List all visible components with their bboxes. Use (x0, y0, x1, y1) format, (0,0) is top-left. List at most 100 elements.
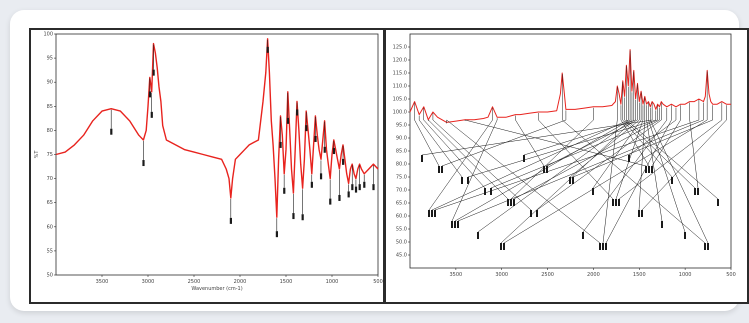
y-tick-label: 100.0 (393, 110, 407, 116)
peak-leader-line (562, 119, 706, 244)
peak-label-mark (329, 198, 332, 205)
peak-label-mark (431, 210, 433, 217)
peak-leader-line (618, 119, 722, 200)
peak-label-mark (286, 117, 290, 124)
peak-leader-line (421, 119, 653, 156)
peak-label-mark (697, 188, 699, 195)
x-tick-label: 3000 (495, 272, 508, 278)
y-tick-label: 65.0 (396, 201, 407, 207)
peak-leader-line (538, 119, 614, 200)
peak-label-mark (152, 69, 155, 76)
x-tick-label: 3500 (96, 279, 109, 285)
peak-label-mark (536, 210, 538, 217)
peak-label-mark (507, 199, 509, 206)
peak-label-mark (513, 199, 515, 206)
peak-label-mark (342, 158, 345, 165)
peak-leader-line (523, 119, 636, 156)
peak-leader-line (648, 119, 686, 233)
x-tick-label: 2000 (587, 272, 600, 278)
peak-label-mark (510, 199, 512, 206)
peak-label-mark (645, 166, 647, 173)
peak-leader-line (689, 119, 699, 189)
peak-label-mark (142, 160, 145, 167)
peak-leader-line (428, 119, 493, 211)
peak-leader-line (428, 119, 509, 200)
peak-leader-line (490, 119, 658, 189)
peak-label-mark (484, 188, 486, 195)
peak-label-mark (150, 111, 153, 118)
peak-leader-line (500, 119, 634, 244)
y-tick-label: 45.0 (396, 253, 407, 259)
peak-label-mark (292, 213, 295, 220)
peak-label-mark (305, 125, 308, 132)
peak-label-mark (428, 210, 430, 217)
peak-label-mark (310, 181, 313, 188)
peak-label-mark (372, 184, 375, 191)
y-tick-label: 100 (43, 32, 53, 38)
ftir-panel-left: 3500 3000 2500 2000 1500 1000 500 100 95 90 85 80 75… (34, 32, 383, 293)
x-axis-label: Wavenumber (cm-1) (191, 286, 242, 292)
peak-label-mark (523, 155, 525, 162)
plot-frame (409, 33, 732, 269)
peak-label-mark (717, 199, 719, 206)
peak-label-mark (618, 199, 620, 206)
peak-label-mark (628, 155, 630, 162)
peak-label-mark (454, 221, 456, 228)
y-tick-label: 55 (47, 248, 53, 254)
peak-leader-line (638, 119, 646, 211)
peak-label-mark (500, 243, 502, 250)
peak-label-mark (434, 210, 436, 217)
peak-label-mark (275, 231, 278, 238)
peak-label-mark (582, 232, 584, 239)
peak-label-mark (572, 177, 574, 184)
peak-label-mark (671, 177, 673, 184)
peak-leader-line (641, 119, 727, 211)
peak-leader-line (441, 119, 567, 167)
x-tick-label: 500 (373, 279, 383, 285)
peak-leader-line (431, 119, 629, 211)
y-tick-label: 80 (47, 128, 53, 134)
peak-label-mark (612, 199, 614, 206)
peak-label-mark (592, 188, 594, 195)
peak-label-mark (651, 166, 653, 173)
peak-label-mark (351, 184, 354, 191)
peak-label-mark (421, 155, 423, 162)
peak-label-mark (599, 243, 601, 250)
y-tick-label: 120.0 (393, 58, 407, 64)
peak-label-mark (461, 177, 463, 184)
spectrum-line-2 (409, 49, 731, 123)
peak-leader-line (602, 119, 618, 244)
x-tick-label: 2500 (188, 279, 201, 285)
peak-label-mark (332, 148, 336, 155)
peak-leader-line (503, 119, 708, 244)
peak-label-mark (467, 177, 469, 184)
peak-leader-line (582, 119, 668, 233)
peak-label-mark (503, 243, 505, 250)
peak-leader-line (592, 119, 642, 189)
peak-leader-line (464, 119, 647, 167)
peak-label-mark (438, 166, 440, 173)
peak-label-mark (451, 221, 453, 228)
x-tick-label: 1500 (280, 279, 293, 285)
y-tick-label: 95.0 (396, 123, 407, 129)
y-tick-label: 125.0 (393, 45, 407, 51)
peak-label-mark (354, 186, 358, 193)
y-tick-label: 110.0 (393, 84, 407, 90)
x-tick-label: 1000 (679, 272, 692, 278)
peak-label-mark (323, 146, 326, 153)
peak-label-mark (301, 214, 304, 221)
peak-label-mark (707, 243, 709, 250)
peak-label-mark (358, 184, 361, 191)
peak-label-mark (641, 210, 643, 217)
peak-label-mark (530, 210, 532, 217)
peak-leader-line (434, 119, 699, 211)
peak-label-mark (279, 141, 282, 148)
y-tick-label: 50 (47, 273, 53, 279)
peak-leader-line (418, 119, 463, 178)
peak-label-mark (363, 181, 366, 188)
peak-label-mark (347, 191, 350, 198)
y-tick-label: 115.0 (393, 71, 407, 77)
peak-label-mark (602, 243, 604, 250)
peak-leader-line (650, 119, 709, 244)
